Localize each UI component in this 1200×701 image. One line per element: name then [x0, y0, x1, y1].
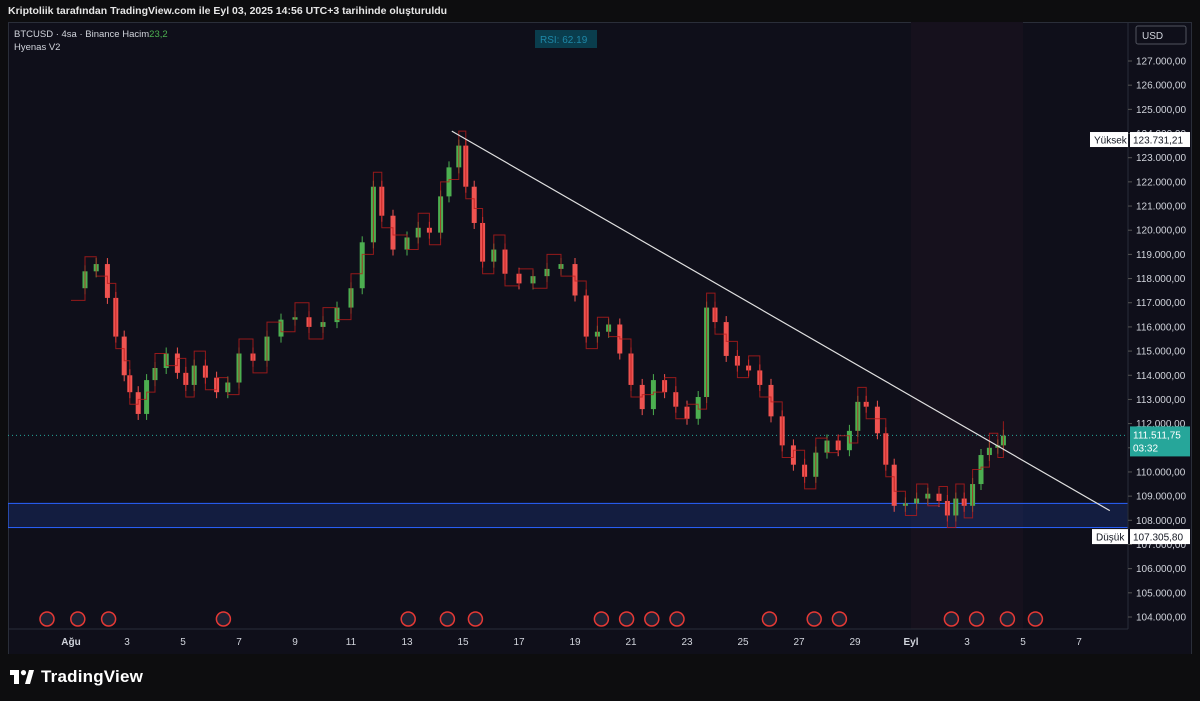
indicator-name: Hyenas V2 — [14, 42, 60, 53]
economic-event-icon[interactable] — [39, 611, 55, 627]
economic-event-icon[interactable] — [618, 611, 635, 627]
y-tick-label: 110.000,00 — [1136, 467, 1186, 478]
descending-trendline[interactable] — [451, 130, 1111, 512]
x-tick-label: Eyl — [903, 637, 918, 648]
last-price-badge[interactable] — [1130, 426, 1190, 457]
y-tick-label: 119.000,00 — [1136, 250, 1186, 261]
high-value: 123.731,21 — [1133, 136, 1183, 147]
economic-event-icon[interactable] — [400, 611, 416, 627]
economic-event-icon[interactable] — [644, 611, 660, 627]
low-label: Düşük — [1096, 533, 1125, 544]
y-tick-label: 107.000,00 — [1136, 540, 1186, 551]
top-caption-bar: Kriptoliik tarafından TradingView.com il… — [0, 0, 1200, 22]
economic-event-icon[interactable] — [439, 611, 456, 627]
brand-name: TradingView — [41, 667, 144, 686]
economic-event-icon[interactable] — [761, 611, 778, 627]
x-tick-label: 17 — [513, 637, 525, 648]
y-tick-label: 118.000,00 — [1136, 274, 1186, 285]
last-price-value: 111.511,75 — [1133, 430, 1181, 441]
high-value-bg — [1130, 132, 1190, 148]
x-tick-label: 27 — [793, 637, 805, 648]
y-tick-label: 105.000,00 — [1136, 588, 1186, 599]
economic-event-icon[interactable] — [1027, 611, 1044, 627]
x-tick-label: 13 — [401, 637, 413, 648]
economic-event-icon[interactable] — [968, 611, 985, 627]
support-zone[interactable] — [8, 502, 1129, 529]
volume-value: 23,2 — [149, 29, 168, 40]
y-tick-label: 113.000,00 — [1136, 395, 1186, 406]
price-chart[interactable]: 104.000,00 105.000,00 106.000,00 107.000,00… — [8, 22, 1190, 654]
y-tick-label: 109.000,00 — [1136, 492, 1186, 503]
rsi-badge-text: RSI: 62.19 — [540, 35, 588, 46]
bar-countdown: 03:32 — [1133, 443, 1158, 454]
x-tick-label: 25 — [737, 637, 749, 648]
low-value-bg — [1130, 529, 1190, 545]
economic-event-icon[interactable] — [100, 611, 117, 627]
economic-event-icon[interactable] — [669, 611, 685, 627]
x-tick-label: 23 — [681, 637, 693, 648]
tradingview-logo[interactable]: TradingView — [10, 667, 143, 687]
economic-event-icon[interactable] — [831, 611, 848, 627]
y-tick-label: 106.000,00 — [1136, 564, 1186, 575]
y-tick-label: 120.000,00 — [1136, 226, 1186, 237]
economic-event-icon[interactable] — [70, 611, 86, 627]
x-tick-label: 5 — [180, 637, 186, 648]
x-tick-label: 21 — [625, 637, 637, 648]
economic-event-icon[interactable] — [943, 611, 960, 627]
currency-box[interactable] — [1135, 25, 1187, 45]
high-label-bg — [1090, 132, 1128, 148]
x-tick-label: 3 — [964, 637, 970, 648]
x-tick-label: 7 — [236, 637, 242, 648]
x-tick-label: 11 — [346, 637, 357, 648]
y-tick-label: 123.000,00 — [1136, 153, 1186, 164]
low-value: 107.305,80 — [1133, 533, 1183, 544]
y-tick-label: 127.000,00 — [1136, 57, 1186, 68]
tradingview-logo-icon — [10, 670, 34, 684]
y-tick-label: 112.000,00 — [1136, 419, 1186, 430]
economic-event-icon[interactable] — [467, 611, 484, 627]
y-tick-label: 121.000,00 — [1136, 202, 1186, 213]
economic-event-icon[interactable] — [593, 611, 610, 627]
hyenas-step-line — [71, 130, 1004, 529]
economic-event-icon[interactable] — [215, 611, 232, 627]
x-tick-label: 3 — [124, 637, 130, 648]
high-label: Yüksek — [1094, 136, 1128, 147]
footer-bar — [0, 654, 1200, 701]
y-tick-label: 114.000,00 — [1136, 371, 1186, 382]
x-tick-label: 7 — [1076, 637, 1082, 648]
y-tick-label: 116.000,00 — [1136, 322, 1186, 333]
y-tick-label: 108.000,00 — [1136, 516, 1186, 527]
y-tick-label: 115.000,00 — [1136, 347, 1186, 358]
economic-event-icon[interactable] — [999, 611, 1016, 627]
y-tick-label: 122.000,00 — [1136, 177, 1186, 188]
symbol-legend: BTCUSD · 4sa · Binance Hacim23,2 — [14, 29, 168, 40]
x-tick-label: 19 — [569, 637, 581, 648]
created-caption: Kriptoliik tarafından TradingView.com il… — [8, 5, 448, 17]
y-tick-label: 126.000,00 — [1136, 81, 1186, 92]
x-tick-label: 5 — [1020, 637, 1026, 648]
y-tick-label: 125.000,00 — [1136, 105, 1186, 116]
x-tick-label: 9 — [292, 637, 298, 648]
candle-body[interactable] — [874, 406, 880, 434]
future-shade — [911, 22, 1023, 629]
rsi-badge — [535, 30, 597, 48]
x-tick-label: Ağu — [61, 637, 80, 648]
x-tick-label: 15 — [457, 637, 469, 648]
y-tick-label: 117.000,00 — [1136, 298, 1186, 309]
low-label-bg — [1092, 529, 1128, 545]
y-tick-label: 104.000,00 — [1136, 613, 1186, 624]
economic-event-icon[interactable] — [806, 611, 822, 627]
symbol-name[interactable]: BTCUSD · 4sa · Binance Hacim — [14, 29, 149, 40]
currency-label: USD — [1142, 31, 1163, 42]
x-tick-label: 29 — [849, 637, 861, 648]
